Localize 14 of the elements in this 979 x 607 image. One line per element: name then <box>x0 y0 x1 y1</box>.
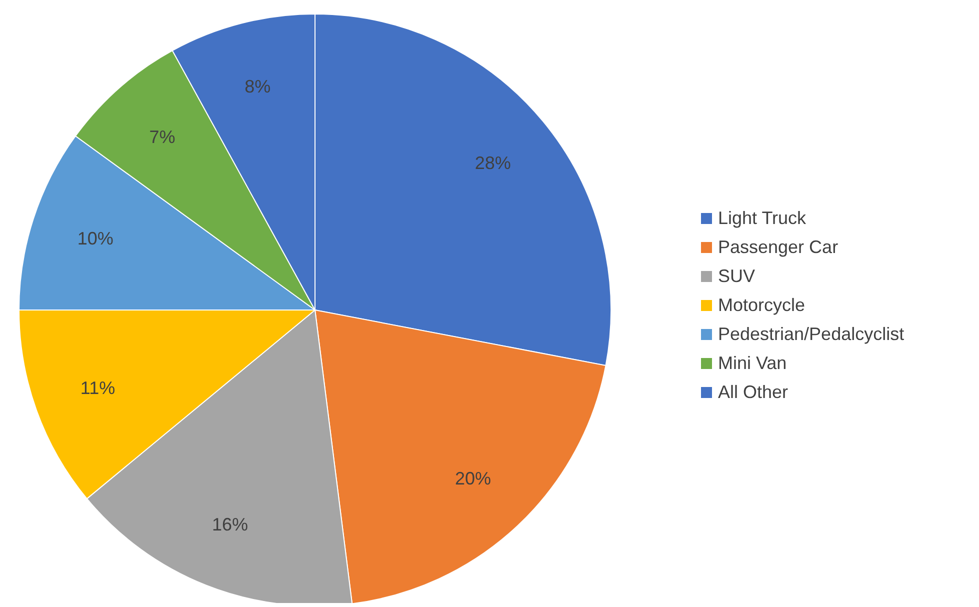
legend-label: Motorcycle <box>718 294 806 317</box>
legend-label: SUV <box>718 265 756 288</box>
legend-label: Pedestrian/Pedalcyclist <box>718 323 904 346</box>
legend-label: Passenger Car <box>718 236 838 259</box>
legend-label: All Other <box>718 381 788 404</box>
data-label: 28% <box>474 152 511 173</box>
legend-label: Light Truck <box>718 207 806 230</box>
data-label: 10% <box>77 228 114 249</box>
data-label: 7% <box>149 126 176 147</box>
data-label: 8% <box>244 76 271 96</box>
data-label: 20% <box>455 468 492 488</box>
data-label: 16% <box>212 514 248 535</box>
legend-label: Mini Van <box>718 352 787 375</box>
data-label: 11% <box>80 378 116 398</box>
